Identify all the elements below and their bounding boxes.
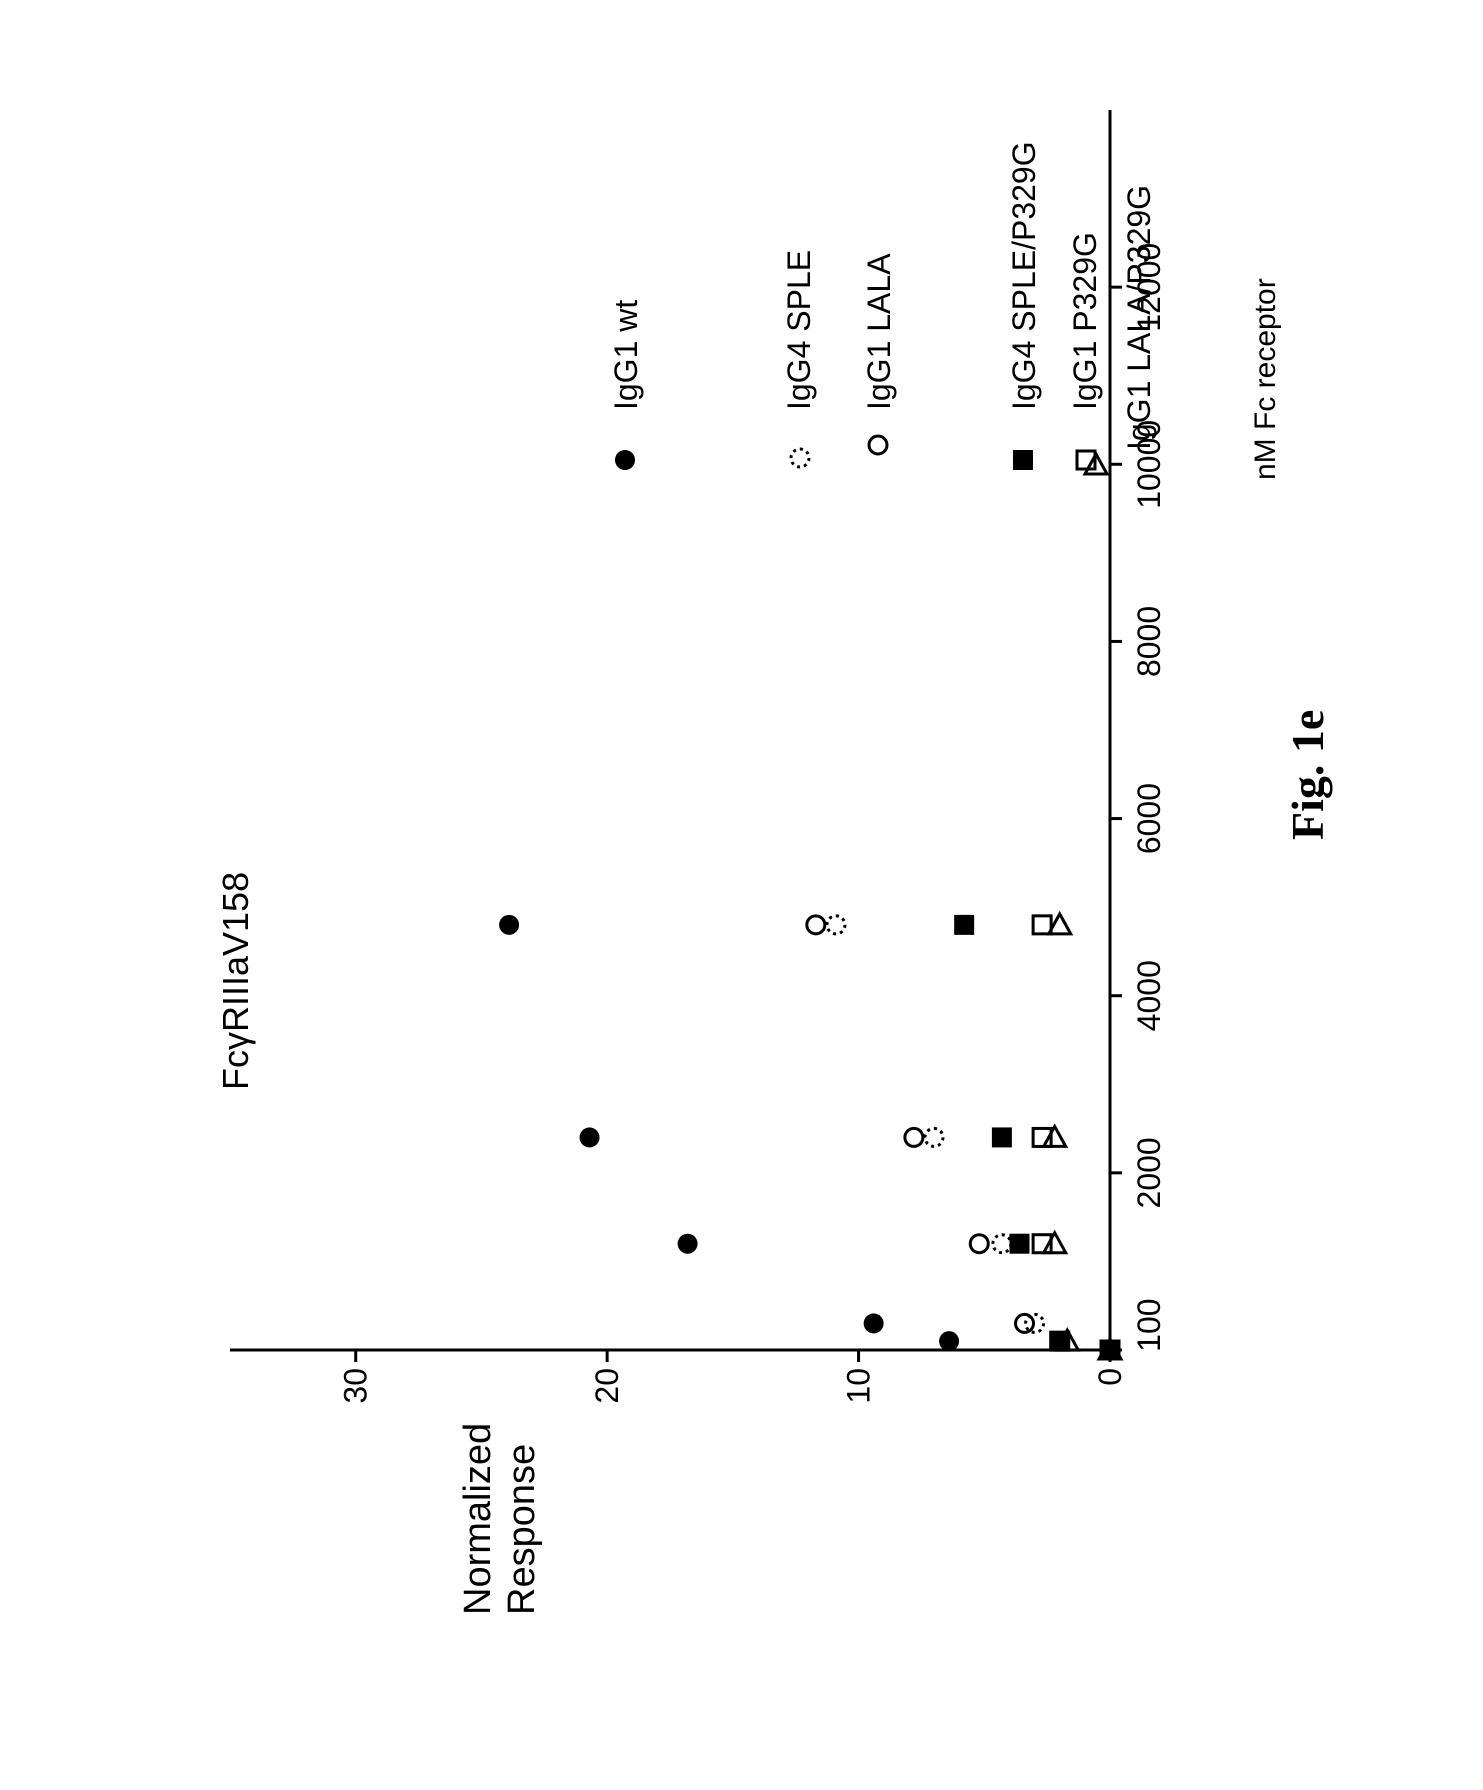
series-3 bbox=[954, 915, 1120, 1360]
series-0 bbox=[499, 915, 1120, 1360]
series-2 bbox=[807, 916, 1119, 1359]
legend-entry: IgG1 LALA bbox=[861, 253, 897, 454]
series-1 bbox=[827, 916, 1119, 1359]
data-point bbox=[905, 1128, 923, 1146]
legend-label: IgG4 SPLE/P329G bbox=[1006, 141, 1042, 410]
figure-caption: Fig. 1e bbox=[1282, 710, 1333, 840]
x-axis-label: nM Fc receptor bbox=[1249, 278, 1282, 480]
legend-marker bbox=[1013, 450, 1033, 470]
data-point bbox=[954, 915, 974, 935]
data-point bbox=[678, 1234, 698, 1254]
y-tick-label: 30 bbox=[338, 1368, 374, 1404]
legend-label: IgG4 SPLE bbox=[781, 250, 817, 410]
legend-entry: IgG1 wt bbox=[608, 300, 644, 470]
legend-label: IgG1 P329G bbox=[1067, 232, 1103, 410]
data-point bbox=[993, 1235, 1011, 1253]
legend: IgG1 wt IgG4 SPLE IgG1 LALA IgG4 SPLE/P329G… bbox=[608, 141, 1157, 474]
data-point bbox=[992, 1127, 1012, 1147]
legend-marker bbox=[615, 450, 635, 470]
data-point bbox=[1033, 916, 1051, 934]
y-tick-label: 10 bbox=[841, 1368, 877, 1404]
data-point bbox=[1009, 1234, 1029, 1254]
series-4 bbox=[1033, 916, 1119, 1359]
data-point bbox=[925, 1128, 943, 1146]
data-point bbox=[807, 916, 825, 934]
data-point bbox=[827, 916, 845, 934]
axes bbox=[230, 110, 1110, 1350]
y-axis-label-line-1: Normalized bbox=[457, 1423, 499, 1615]
y-axis-label: Normalized Response bbox=[457, 1412, 543, 1615]
data-point bbox=[499, 915, 519, 935]
data-point bbox=[939, 1331, 959, 1351]
legend-label: IgG1 LALA bbox=[861, 253, 897, 410]
x-tick-label: 4000 bbox=[1131, 960, 1167, 1031]
legend-label: IgG1 LALA/P329G bbox=[1121, 185, 1157, 450]
rotated-chart: 20004000600080001000012000100 0102030 Fc… bbox=[215, 110, 1282, 1615]
y-ticks: 0 10 20 30 bbox=[338, 1350, 1128, 1404]
legend-label: IgG1 wt bbox=[608, 300, 644, 410]
data-point bbox=[864, 1313, 884, 1333]
x-tick-label: 2000 bbox=[1131, 1137, 1167, 1208]
data-point bbox=[580, 1127, 600, 1147]
y-axis-label-line-2: Response bbox=[501, 1444, 543, 1615]
y-tick-label: 20 bbox=[589, 1368, 625, 1404]
legend-entry: IgG4 SPLE/P329G bbox=[1006, 141, 1042, 470]
y-tick-label: 0 bbox=[1092, 1368, 1128, 1386]
legend-entry: IgG4 SPLE bbox=[781, 250, 817, 467]
legend-marker bbox=[791, 449, 809, 467]
data-point bbox=[970, 1235, 988, 1253]
x-tick-label: 6000 bbox=[1131, 783, 1167, 854]
x-tick-label-100: 100 bbox=[1131, 1298, 1167, 1351]
data-points bbox=[499, 914, 1121, 1360]
legend-entry: IgG1 P329G bbox=[1067, 232, 1103, 469]
chart-title: FcγRIIIaV158 bbox=[215, 872, 256, 1090]
x-tick-label: 8000 bbox=[1131, 606, 1167, 677]
legend-marker bbox=[869, 436, 887, 454]
